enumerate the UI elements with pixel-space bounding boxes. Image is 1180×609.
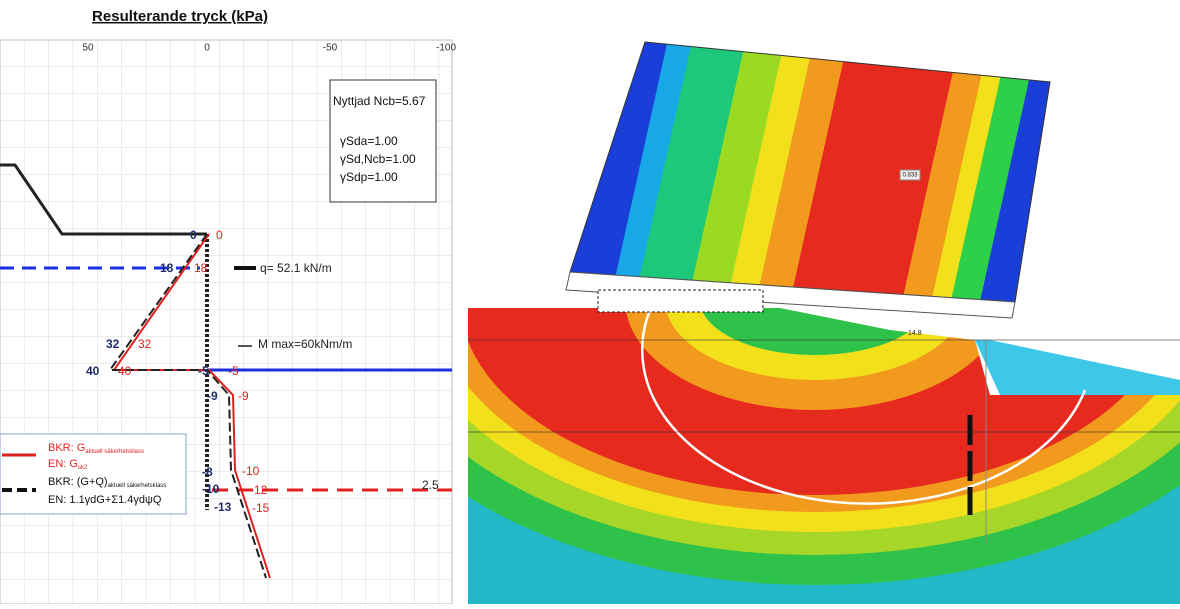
footing [598,290,763,312]
char-label: 32 [138,337,152,351]
block-contour [570,42,1050,302]
design-label: -10 [202,482,220,496]
design-label: -13 [214,500,232,514]
char-label: -5 [228,364,239,378]
info-line: Nyttjad Ncb=5.67 [333,94,426,108]
char-label: -15 [252,501,270,515]
char-label: 40 [118,364,132,378]
design-label: -5 [198,364,209,378]
fem-label: 14.8 [908,330,922,337]
char-label: -10 [242,464,260,478]
fem-label: 0.833 [902,173,918,179]
axis-tick: 0 [204,43,210,54]
design-label: 32 [106,337,120,351]
char-label: 18 [194,261,208,275]
design-label: 0 [190,228,197,242]
design-label: 18 [160,261,174,275]
axis-tick: -50 [323,43,338,54]
char-label: 0 [216,228,223,242]
axis-tick: 50 [82,43,94,54]
char-label: -12 [250,483,268,497]
info-line: γSdp=1.00 [340,170,398,184]
info-line: γSda=1.00 [340,134,398,148]
fem-plot: 0.833 14.8 [335,15,1180,604]
design-label: 40 [86,364,100,378]
axis-tick: -100 [436,43,456,54]
level-label: 2.5 [422,478,439,492]
pressure-diagram: Resulterande tryck (kPa) 50 0 -50 -100 0… [0,8,456,604]
moment-label: M max=60kNm/m [258,337,352,351]
char-label: -9 [238,389,249,403]
legend-text: EN: 1.1γdG+Σ1.4γdψQ [48,494,162,506]
design-label: -8 [202,465,213,479]
diagram-title: Resulterande tryck (kPa) [92,8,268,25]
load-label: q= 52.1 kN/m [260,261,332,275]
design-label: -9 [207,389,218,403]
slide: Resulterande tryck (kPa) 50 0 -50 -100 0… [0,0,1180,604]
info-line: γSd,Ncb=1.00 [340,152,416,166]
